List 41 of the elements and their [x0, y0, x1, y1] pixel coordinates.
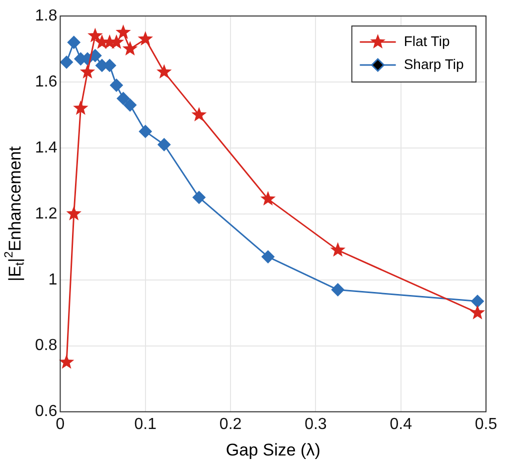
x-tick-label: 0.5 — [474, 416, 498, 433]
point — [158, 138, 171, 152]
x-tick-label: 0 — [56, 416, 65, 433]
point — [330, 242, 346, 257]
point — [80, 64, 96, 79]
y-tick-label: 0.6 — [34, 403, 58, 420]
point — [138, 31, 153, 46]
point — [116, 92, 130, 105]
point — [192, 190, 206, 204]
y-tick-label: 1 — [48, 271, 58, 288]
x-tick-label: 0.2 — [219, 416, 242, 433]
legend-label: Flat Tip — [404, 32, 450, 49]
point — [66, 206, 82, 220]
x-tick-label: 0.3 — [304, 416, 327, 433]
point — [73, 100, 88, 115]
point — [260, 191, 276, 206]
point — [138, 124, 152, 138]
point — [470, 294, 484, 308]
y-tick-label: 0.8 — [34, 337, 58, 354]
y-tick-label: 1.6 — [34, 73, 58, 90]
point — [262, 250, 275, 264]
point — [122, 40, 138, 56]
point — [331, 283, 344, 296]
point — [58, 354, 74, 369]
y-axis-title: |Et|2Enhancement — [1, 146, 27, 282]
x-tick-label: 0.1 — [134, 416, 157, 433]
point — [60, 56, 74, 69]
x-tick-label: 0.4 — [390, 416, 412, 433]
point — [116, 24, 131, 39]
point — [88, 28, 103, 42]
y-tick-label: 1.8 — [34, 7, 58, 24]
y-tick-label: 1.4 — [34, 139, 58, 156]
x-axis-title: Gap Size (λ) — [226, 440, 320, 460]
legend-label: Sharp Tip — [404, 56, 464, 72]
y-tick-label: 1.2 — [34, 205, 58, 222]
point — [110, 78, 123, 92]
point — [124, 98, 137, 112]
point — [67, 36, 80, 49]
point — [470, 304, 486, 320]
point — [156, 64, 172, 79]
point — [191, 106, 207, 122]
